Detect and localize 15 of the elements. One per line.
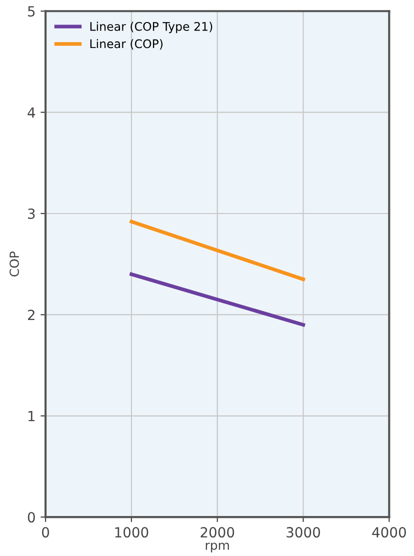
y-tick-label: 3 — [28, 208, 35, 219]
x-tick-label: 0 — [42, 527, 50, 538]
y-tick-label: 1 — [28, 411, 35, 422]
y-tick-label: 5 — [28, 6, 35, 17]
y-tick-label: 0 — [28, 512, 35, 523]
x-tick-label: 1000 — [115, 527, 148, 538]
legend-label: Linear (COP Type 21) — [90, 22, 212, 34]
x-tick-label: 4000 — [372, 527, 406, 538]
x-tick-label: 3000 — [286, 527, 320, 538]
y-tick-label: 4 — [28, 107, 36, 118]
x-axis-title: rpm — [206, 542, 229, 552]
y-tick-label: 2 — [28, 310, 34, 320]
y-axis-title: COP — [10, 251, 20, 276]
x-tick-label: 2000 — [200, 527, 234, 538]
legend-label: Linear (COP) — [90, 39, 163, 50]
